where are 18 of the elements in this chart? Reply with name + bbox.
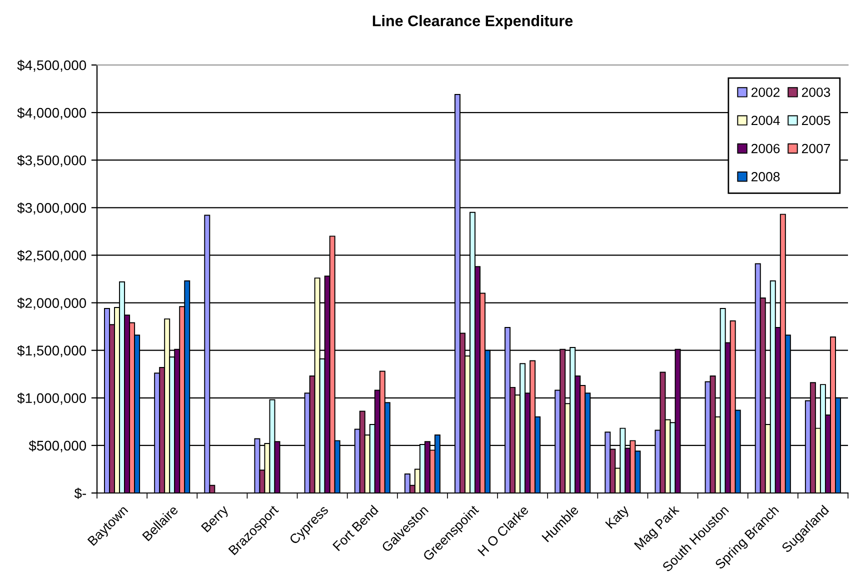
chart-title: Line Clearance Expenditure — [372, 15, 573, 30]
legend-label: 2002 — [752, 88, 780, 97]
y-tick-label: $1,000,000 — [17, 392, 86, 405]
y-tick-label: $2,500,000 — [17, 250, 86, 262]
y-tick-label: $- — [74, 488, 86, 499]
y-tick-label: $1,500,000 — [17, 345, 86, 358]
y-tick-label: $2,000,000 — [17, 298, 86, 310]
y-tick-label: $4,000,000 — [17, 107, 86, 120]
legend-label: 2003 — [802, 88, 830, 97]
y-tick-label: $500,000 — [28, 440, 86, 452]
y-tick-label: $3,500,000 — [17, 154, 86, 167]
y-tick-label: $3,000,000 — [17, 202, 86, 214]
legend-label: 2007 — [802, 144, 830, 154]
legend-label: 2006 — [752, 144, 780, 154]
legend-label: 2005 — [802, 116, 830, 126]
y-tick-label: $4,500,000 — [17, 60, 86, 72]
legend-label: 2004 — [752, 116, 780, 126]
legend-label: 2008 — [752, 172, 780, 182]
